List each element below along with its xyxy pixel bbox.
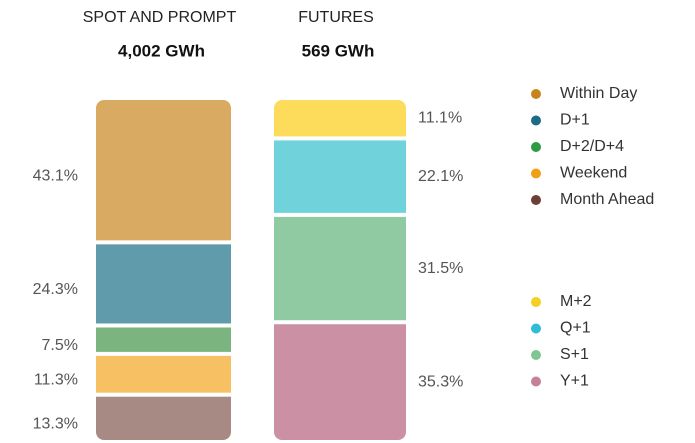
- bar-title: SPOT AND PROMPT: [83, 9, 237, 26]
- legend-label: M+2: [560, 293, 592, 310]
- value-label: 11.3%: [34, 372, 78, 389]
- legend-marker: [531, 168, 541, 179]
- bar-segment: [274, 100, 406, 137]
- legend-label: D+1: [560, 112, 590, 129]
- bar-group: [274, 100, 406, 440]
- bar-segment: [274, 216, 406, 321]
- legend-marker: [531, 195, 541, 205]
- bar-group: [96, 100, 231, 440]
- legend-label: Month Ahead: [560, 191, 654, 208]
- bar-total: 4,002 GWh: [118, 41, 205, 60]
- bar-segment: [96, 396, 231, 440]
- value-label: 7.5%: [42, 337, 78, 354]
- bar-segment: [274, 324, 406, 440]
- bar-segment: [96, 327, 231, 352]
- legend-marker: [531, 323, 541, 334]
- legend-label: S+1: [560, 346, 589, 363]
- value-label: 11.1%: [418, 109, 462, 126]
- bar-title: FUTURES: [298, 9, 374, 26]
- bar-segment: [274, 140, 406, 213]
- legend-label: Within Day: [560, 85, 637, 102]
- value-label: 13.3%: [33, 416, 78, 433]
- value-label: 24.3%: [33, 281, 78, 298]
- legend-marker: [531, 115, 541, 126]
- value-label: 22.1%: [418, 168, 463, 185]
- value-label: 31.5%: [418, 260, 463, 277]
- bar-segment: [96, 355, 231, 393]
- legend-marker: [531, 376, 541, 387]
- legend-label: Weekend: [560, 165, 627, 182]
- value-label: 35.3%: [418, 373, 463, 390]
- legend-marker: [531, 350, 541, 360]
- legend-label: D+2/D+4: [560, 138, 624, 155]
- legend-label: Y+1: [560, 373, 589, 390]
- bar-segment: [96, 100, 231, 241]
- legend-marker: [531, 297, 541, 307]
- bar-total: 569 GWh: [302, 41, 375, 60]
- value-label: 43.1%: [33, 167, 78, 184]
- legend-marker: [531, 89, 541, 99]
- bar-segment: [96, 244, 231, 324]
- legend-marker: [531, 142, 541, 152]
- legend-label: Q+1: [560, 320, 591, 337]
